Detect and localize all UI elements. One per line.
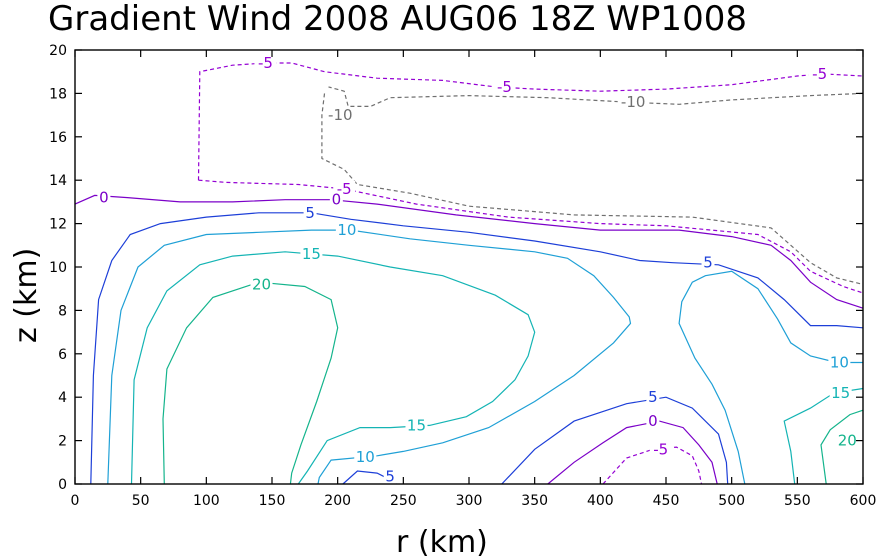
y-tick-label: 10 bbox=[49, 260, 67, 276]
contour-line-15-1 bbox=[130, 251, 536, 485]
y-tick-label: 6 bbox=[58, 347, 67, 363]
y-tick-label: 0 bbox=[58, 477, 67, 493]
contour-label-5-1: 5 bbox=[305, 204, 315, 222]
x-tick-label: 0 bbox=[71, 493, 80, 509]
contour-line-5-1 bbox=[90, 212, 864, 485]
contour-label-bg bbox=[254, 55, 277, 72]
contour-label-bg bbox=[303, 204, 317, 221]
y-tick-label: 14 bbox=[49, 173, 67, 189]
contour-line-20-1 bbox=[162, 281, 339, 485]
y-tick-label: 2 bbox=[58, 434, 67, 450]
y-tick-label: 8 bbox=[58, 303, 67, 319]
contour-label-bg bbox=[646, 413, 660, 430]
contour-label-bg bbox=[329, 191, 343, 208]
contour-line-10-2 bbox=[678, 270, 863, 485]
x-tick-label: 300 bbox=[456, 493, 483, 509]
x-tick-label: 50 bbox=[132, 493, 150, 509]
y-tick-label: 20 bbox=[49, 43, 67, 59]
contour-label-20-2: 20 bbox=[838, 432, 857, 450]
contour-line-20-2 bbox=[820, 409, 864, 485]
y-tick-label: 12 bbox=[49, 217, 67, 233]
contour-label-bg bbox=[300, 245, 323, 262]
contour-label-m10-1: -10 bbox=[328, 106, 353, 124]
x-tick-label: 100 bbox=[193, 493, 220, 509]
contour-label-bg bbox=[646, 389, 660, 406]
chart-title: Gradient Wind 2008 AUG06 18Z WP1008 bbox=[48, 0, 747, 39]
y-tick-label: 16 bbox=[49, 130, 67, 146]
contour-label-bg bbox=[701, 254, 715, 271]
contour-line-m10-2 bbox=[328, 86, 864, 108]
contour-label-m10-2: -10 bbox=[621, 93, 646, 111]
contour-label-10-2: 10 bbox=[356, 448, 375, 466]
y-tick-label: 18 bbox=[49, 86, 67, 102]
contour-line-0-2 bbox=[547, 420, 718, 485]
y-axis-title: z (km) bbox=[9, 248, 44, 343]
contour-label-15-3: 15 bbox=[831, 384, 850, 402]
x-axis-ticks: 0 50 100 150 200 250 300 350 400 450 500 550 600 bbox=[71, 50, 877, 509]
contour-label-m5-4: -5 bbox=[337, 180, 352, 198]
contour-line-m5-2 bbox=[198, 179, 864, 294]
contour-label-bg bbox=[354, 448, 377, 465]
contour-label-bg bbox=[493, 78, 516, 95]
contour-label-5-4: 5 bbox=[648, 388, 658, 406]
contour-label-20-1: 20 bbox=[252, 275, 271, 293]
y-axis-ticks: 0 2 4 6 8 10 12 14 16 18 20 bbox=[49, 43, 863, 493]
contour-label-5-3: 5 bbox=[385, 467, 395, 485]
x-tick-label: 500 bbox=[718, 493, 745, 509]
contour-label-bg bbox=[405, 417, 428, 434]
contour-label-0-2: 0 bbox=[332, 191, 342, 209]
contour-label-m5-2: -5 bbox=[497, 78, 512, 96]
x-tick-label: 450 bbox=[653, 493, 680, 509]
x-tick-label: 150 bbox=[259, 493, 286, 509]
contour-label-bg bbox=[649, 441, 672, 458]
contour-label-m5-3: -5 bbox=[812, 65, 827, 83]
x-tick-label: 200 bbox=[324, 493, 351, 509]
contour-label-bg bbox=[829, 384, 852, 401]
plot-area: -10-10-5-5-5-5-50 0055551010101515152020 … bbox=[49, 43, 876, 509]
contour-label-15-1: 15 bbox=[302, 245, 321, 263]
contour-line-m10-1 bbox=[321, 93, 864, 285]
contour-label-bg bbox=[97, 189, 111, 206]
contour-label-bg bbox=[808, 65, 831, 82]
contour-label-0-1: 0 bbox=[99, 189, 109, 207]
contour-label-m5-1: -5 bbox=[258, 54, 273, 72]
contour-line-m5-3 bbox=[602, 446, 703, 485]
contour-line-10-1 bbox=[107, 229, 632, 485]
contour-label-m5-5: -5 bbox=[653, 440, 668, 458]
contour-line-m5-1 bbox=[197, 62, 864, 181]
contour-label-0-3: 0 bbox=[648, 412, 658, 430]
contour-label-bg bbox=[335, 222, 358, 239]
contour-label-bg bbox=[250, 276, 273, 293]
x-axis-title: r (km) bbox=[396, 525, 488, 559]
y-tick-label: 4 bbox=[58, 390, 67, 406]
contour-label-10-1: 10 bbox=[337, 221, 356, 239]
contour-label-5-2: 5 bbox=[703, 254, 713, 272]
contour-lines bbox=[74, 55, 864, 485]
contour-label-bg bbox=[836, 432, 859, 449]
x-tick-label: 250 bbox=[390, 493, 417, 509]
x-tick-label: 350 bbox=[521, 493, 548, 509]
x-tick-label: 400 bbox=[587, 493, 614, 509]
contour-line-5-3 bbox=[501, 396, 729, 485]
contour-label-10-3: 10 bbox=[830, 353, 849, 371]
contour-label-bg bbox=[828, 354, 851, 371]
contour-label-bg bbox=[324, 107, 356, 124]
contour-label-bg bbox=[617, 94, 649, 111]
contour-line-0-1 bbox=[74, 194, 864, 309]
contour-label-bg bbox=[383, 468, 397, 485]
plot-frame bbox=[74, 49, 864, 485]
x-tick-label: 600 bbox=[850, 493, 877, 509]
contour-label-15-2: 15 bbox=[407, 416, 426, 434]
x-tick-label: 550 bbox=[784, 493, 811, 509]
